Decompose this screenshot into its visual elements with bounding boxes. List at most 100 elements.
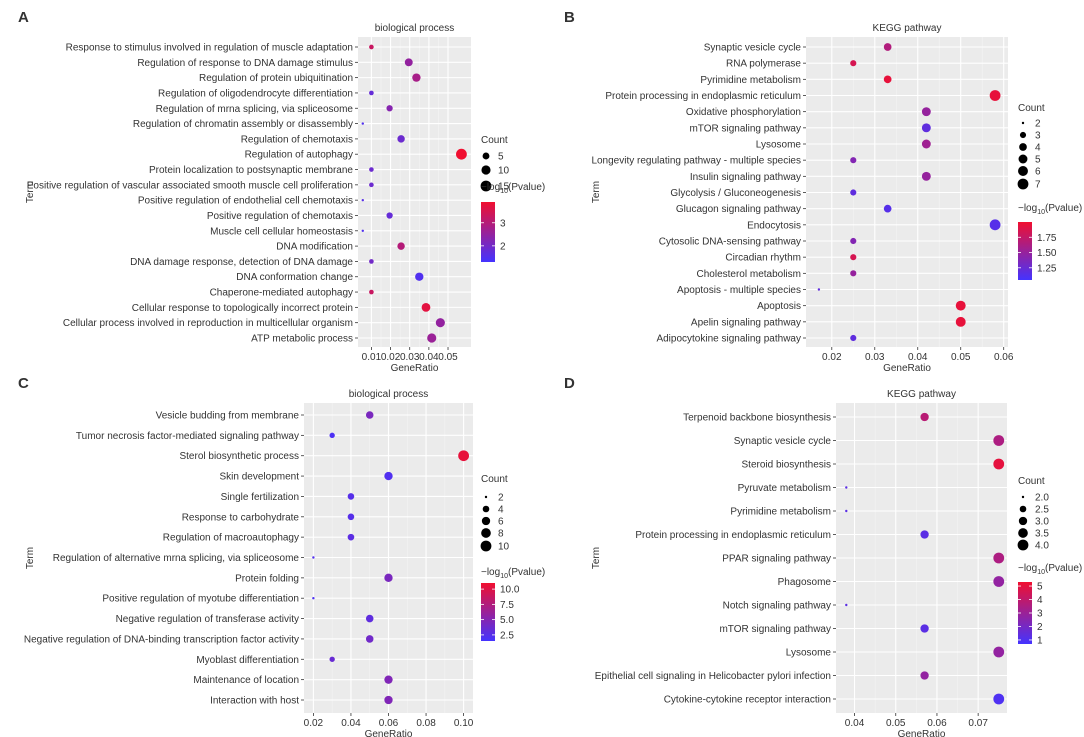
y-tick-label: Regulation of autophagy — [245, 150, 353, 161]
data-point — [850, 334, 857, 342]
legend-size-key — [1019, 143, 1027, 151]
data-point — [369, 44, 374, 50]
data-point — [386, 105, 393, 112]
x-tick-label: 0.06 — [379, 718, 399, 729]
data-point — [384, 675, 393, 684]
y-tick-label: Positive regulation of endothelial cell … — [138, 196, 353, 207]
legend-size-label: 15 — [498, 182, 510, 193]
legend-size-key — [480, 540, 492, 552]
legend-size-label: 4 — [498, 505, 504, 516]
legend-size-label: 2.0 — [1035, 493, 1049, 504]
y-tick-label: Apelin signaling pathway — [691, 317, 801, 328]
y-tick-label: Single fertilization — [221, 492, 299, 503]
data-point — [845, 509, 848, 513]
data-point — [993, 458, 1005, 470]
legend-size-key — [1019, 505, 1027, 513]
legend-size-label: 5 — [498, 152, 504, 163]
data-point — [920, 671, 929, 680]
legend-size-key — [484, 495, 488, 499]
legend-size-label: 7 — [1035, 180, 1041, 191]
legend-size-key — [480, 180, 492, 192]
chart-title: biological process — [375, 23, 455, 34]
data-point — [404, 58, 413, 67]
legend-color-label: 4 — [1037, 595, 1043, 606]
x-tick-label: 0.05 — [438, 352, 458, 363]
y-tick-label: Regulation of mrna splicing, via spliceo… — [156, 104, 354, 115]
legend-color-label: 1.25 — [1037, 263, 1057, 274]
legend-color-label: 1.75 — [1037, 233, 1057, 244]
data-point — [456, 148, 467, 160]
legend-color-bar — [1018, 222, 1032, 280]
y-tick-label: mTOR signaling pathway — [719, 624, 831, 635]
y-tick-label: Tumor necrosis factor-mediated signaling… — [76, 431, 299, 442]
legend-size-key — [1021, 495, 1025, 499]
data-point — [817, 288, 821, 291]
y-tick-label: Oxidative phosphorylation — [686, 107, 801, 118]
panel-letter: B — [564, 9, 575, 26]
data-point — [384, 471, 393, 481]
y-tick-label: Vesicle budding from membrane — [156, 411, 300, 422]
data-point — [845, 486, 848, 489]
data-point — [435, 318, 445, 328]
legend-color-label: 7.5 — [500, 600, 514, 611]
legend-size-key — [1021, 121, 1025, 125]
data-point — [347, 533, 355, 541]
y-tick-label: Steroid biosynthesis — [742, 460, 832, 471]
legend-color-label: 2 — [1037, 622, 1043, 633]
y-tick-label: Response to stimulus involved in regulat… — [66, 43, 353, 54]
y-tick-label: Chaperone-mediated autophagy — [210, 288, 353, 299]
panel-b: B KEGG pathway 0.02 0.03 0.04 0.05 0.06 Synapti… — [564, 9, 1082, 374]
y-tick-label: Apoptosis - multiple species — [677, 285, 801, 296]
legend-size-key — [481, 165, 491, 175]
legend-size-label: 6 — [498, 517, 504, 528]
legend-color-label: 1 — [1037, 635, 1043, 646]
data-point — [920, 624, 929, 633]
legend-size-key — [1019, 131, 1027, 139]
y-tick-label: Lysosome — [756, 140, 802, 151]
y-tick-label: Sterol biosynthetic process — [179, 451, 299, 462]
data-point — [883, 75, 892, 84]
data-point — [993, 646, 1005, 658]
legend-color-label: 10.0 — [500, 585, 520, 596]
data-point — [384, 573, 393, 583]
y-tick-label: Positive regulation of vascular associat… — [27, 180, 353, 191]
x-tick-label: 0.04 — [845, 718, 865, 729]
y-tick-label: DNA conformation change — [236, 272, 353, 283]
data-point — [329, 656, 335, 662]
y-tick-label: Positive regulation of myotube different… — [102, 594, 299, 605]
data-point — [415, 272, 424, 281]
legend-color-label: 3 — [1037, 609, 1043, 620]
legend-size-label: 3.5 — [1035, 529, 1049, 540]
y-tick-label: Regulation of macroautophagy — [163, 533, 299, 544]
y-tick-label: Regulation of alternative mrna splicing,… — [53, 553, 300, 564]
data-point — [312, 556, 315, 559]
y-axis-title: Term — [25, 181, 36, 203]
x-tick-label: 0.04 — [419, 352, 439, 363]
y-tick-label: Muscle cell cellular homeostasis — [210, 226, 353, 237]
y-tick-label: Epithelial cell signaling in Helicobacte… — [595, 671, 831, 682]
y-tick-label: Regulation of chromatin assembly or disa… — [133, 119, 353, 130]
x-tick-label: 0.03 — [865, 352, 885, 363]
data-point — [921, 171, 931, 181]
x-axis-title: GeneRatio — [365, 729, 413, 737]
y-tick-label: Interaction with host — [210, 696, 299, 707]
data-point — [365, 614, 374, 623]
legend-size-label: 8 — [498, 529, 504, 540]
legend-color-label: 1.50 — [1037, 248, 1057, 259]
y-tick-label: Pyrimidine metabolism — [700, 75, 801, 86]
x-tick-label: 0.02 — [304, 718, 324, 729]
data-point — [989, 219, 1001, 231]
data-point — [421, 302, 431, 312]
x-tick-label: 0.08 — [416, 718, 436, 729]
legend-color-bar — [481, 202, 495, 262]
data-point — [369, 289, 374, 295]
x-tick-label: 0.06 — [994, 352, 1014, 363]
y-tick-label: Regulation of chemotaxis — [241, 134, 353, 145]
x-tick-label: 0.05 — [886, 718, 906, 729]
data-point — [369, 167, 374, 172]
chart-title: biological process — [349, 389, 429, 400]
y-tick-label: Phagosome — [778, 577, 832, 588]
data-point — [850, 270, 857, 277]
x-tick-label: 0.02 — [822, 352, 842, 363]
panel-letter: C — [18, 375, 29, 392]
